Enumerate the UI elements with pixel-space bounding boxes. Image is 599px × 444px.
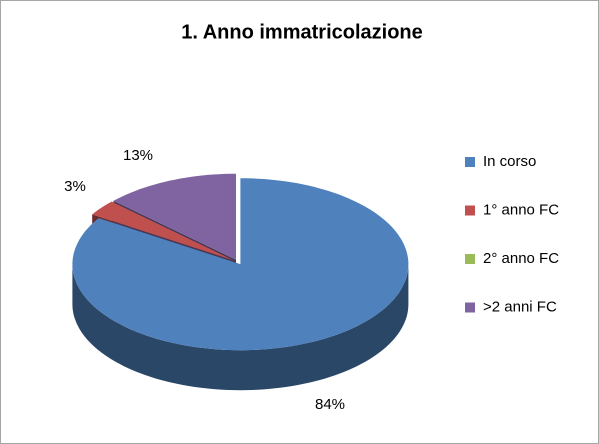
data-label: 84%	[315, 396, 345, 413]
legend-swatch	[465, 302, 475, 313]
data-label: 13%	[123, 147, 153, 164]
legend-label: >2 anni FC	[483, 298, 557, 315]
legend-swatch	[465, 205, 475, 216]
legend-swatch	[465, 254, 475, 264]
pie	[72, 173, 409, 391]
pie-slice-side	[72, 264, 409, 391]
pie-slice	[92, 201, 234, 261]
legend-label: In corso	[483, 153, 536, 170]
pie-slice	[113, 173, 236, 260]
pie-slice	[72, 178, 409, 351]
data-label: 3%	[64, 178, 86, 195]
legend-label: 1° anno FC	[483, 201, 559, 218]
legend-label: 2° anno FC	[483, 250, 559, 267]
chart-title: 1. Anno immatricolazione	[181, 21, 423, 43]
legend-swatch	[465, 157, 475, 167]
